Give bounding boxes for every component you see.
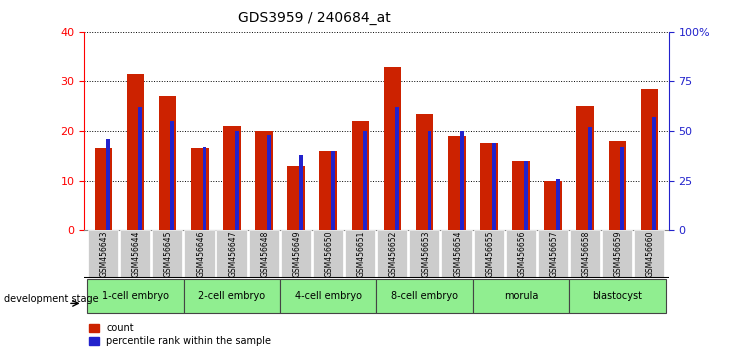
Bar	[545, 181, 562, 230]
FancyBboxPatch shape	[409, 230, 439, 278]
Bar	[191, 148, 208, 230]
FancyBboxPatch shape	[249, 230, 279, 278]
Bar	[460, 131, 463, 230]
Bar	[223, 126, 240, 230]
Text: 8-cell embryo: 8-cell embryo	[391, 291, 458, 301]
FancyBboxPatch shape	[569, 279, 666, 313]
FancyBboxPatch shape	[183, 279, 280, 313]
Bar	[416, 114, 433, 230]
Bar	[159, 96, 176, 230]
Text: GSM456646: GSM456646	[196, 231, 205, 277]
Bar	[94, 148, 112, 230]
FancyBboxPatch shape	[120, 230, 151, 278]
Bar	[267, 135, 270, 230]
Text: morula: morula	[504, 291, 538, 301]
Bar	[448, 136, 466, 230]
Text: GSM456657: GSM456657	[550, 231, 558, 277]
FancyBboxPatch shape	[506, 230, 536, 278]
Bar	[319, 151, 337, 230]
FancyBboxPatch shape	[376, 279, 473, 313]
Bar	[126, 74, 144, 230]
Text: GSM456651: GSM456651	[357, 231, 366, 277]
Bar	[235, 131, 238, 230]
Text: GSM456660: GSM456660	[646, 231, 655, 277]
Bar	[492, 143, 496, 230]
Text: GSM456644: GSM456644	[132, 231, 141, 277]
FancyBboxPatch shape	[313, 230, 343, 278]
Bar	[299, 155, 303, 230]
Bar	[395, 107, 399, 230]
FancyBboxPatch shape	[216, 230, 246, 278]
Text: GSM456654: GSM456654	[453, 231, 462, 277]
Text: 2-cell embryo: 2-cell embryo	[198, 291, 265, 301]
FancyBboxPatch shape	[377, 230, 407, 278]
Text: GSM456656: GSM456656	[518, 231, 526, 277]
Bar	[641, 89, 659, 230]
Text: GSM456658: GSM456658	[582, 231, 591, 277]
FancyBboxPatch shape	[88, 230, 118, 278]
Bar	[202, 147, 206, 230]
FancyBboxPatch shape	[442, 230, 471, 278]
FancyBboxPatch shape	[602, 230, 632, 278]
Text: GSM456649: GSM456649	[292, 231, 302, 277]
Text: blastocyst: blastocyst	[592, 291, 643, 301]
Text: GSM456645: GSM456645	[164, 231, 173, 277]
Text: GSM456652: GSM456652	[389, 231, 398, 277]
Text: GSM456655: GSM456655	[485, 231, 494, 277]
Bar	[170, 121, 175, 230]
Text: GSM456653: GSM456653	[421, 231, 430, 277]
Bar	[524, 161, 528, 230]
FancyBboxPatch shape	[473, 279, 569, 313]
FancyBboxPatch shape	[152, 230, 183, 278]
Bar	[653, 117, 656, 230]
FancyBboxPatch shape	[184, 230, 214, 278]
FancyBboxPatch shape	[474, 230, 504, 278]
Text: GSM456648: GSM456648	[260, 231, 270, 277]
Bar	[588, 127, 592, 230]
Text: 4-cell embryo: 4-cell embryo	[295, 291, 362, 301]
Text: 1-cell embryo: 1-cell embryo	[102, 291, 169, 301]
Bar	[384, 67, 401, 230]
Bar	[512, 161, 530, 230]
FancyBboxPatch shape	[87, 279, 183, 313]
Text: development stage: development stage	[4, 294, 98, 304]
FancyBboxPatch shape	[280, 279, 376, 313]
FancyBboxPatch shape	[345, 230, 375, 278]
Text: GSM456647: GSM456647	[228, 231, 238, 277]
FancyBboxPatch shape	[281, 230, 311, 278]
Text: GSM456643: GSM456643	[100, 231, 109, 277]
Bar	[331, 151, 335, 230]
Bar	[287, 166, 305, 230]
Bar	[352, 121, 369, 230]
Text: GSM456659: GSM456659	[614, 231, 623, 277]
Bar	[138, 107, 143, 230]
FancyBboxPatch shape	[635, 230, 664, 278]
Bar	[106, 139, 110, 230]
FancyBboxPatch shape	[538, 230, 568, 278]
Legend: count, percentile rank within the sample: count, percentile rank within the sample	[89, 324, 271, 346]
Bar	[577, 106, 594, 230]
Bar	[428, 131, 431, 230]
Bar	[363, 131, 367, 230]
Bar	[480, 143, 498, 230]
Text: GSM456650: GSM456650	[325, 231, 334, 277]
Bar	[609, 141, 626, 230]
Bar	[621, 147, 624, 230]
Bar	[255, 131, 273, 230]
Text: GDS3959 / 240684_at: GDS3959 / 240684_at	[238, 11, 390, 25]
Bar	[556, 178, 560, 230]
FancyBboxPatch shape	[570, 230, 600, 278]
